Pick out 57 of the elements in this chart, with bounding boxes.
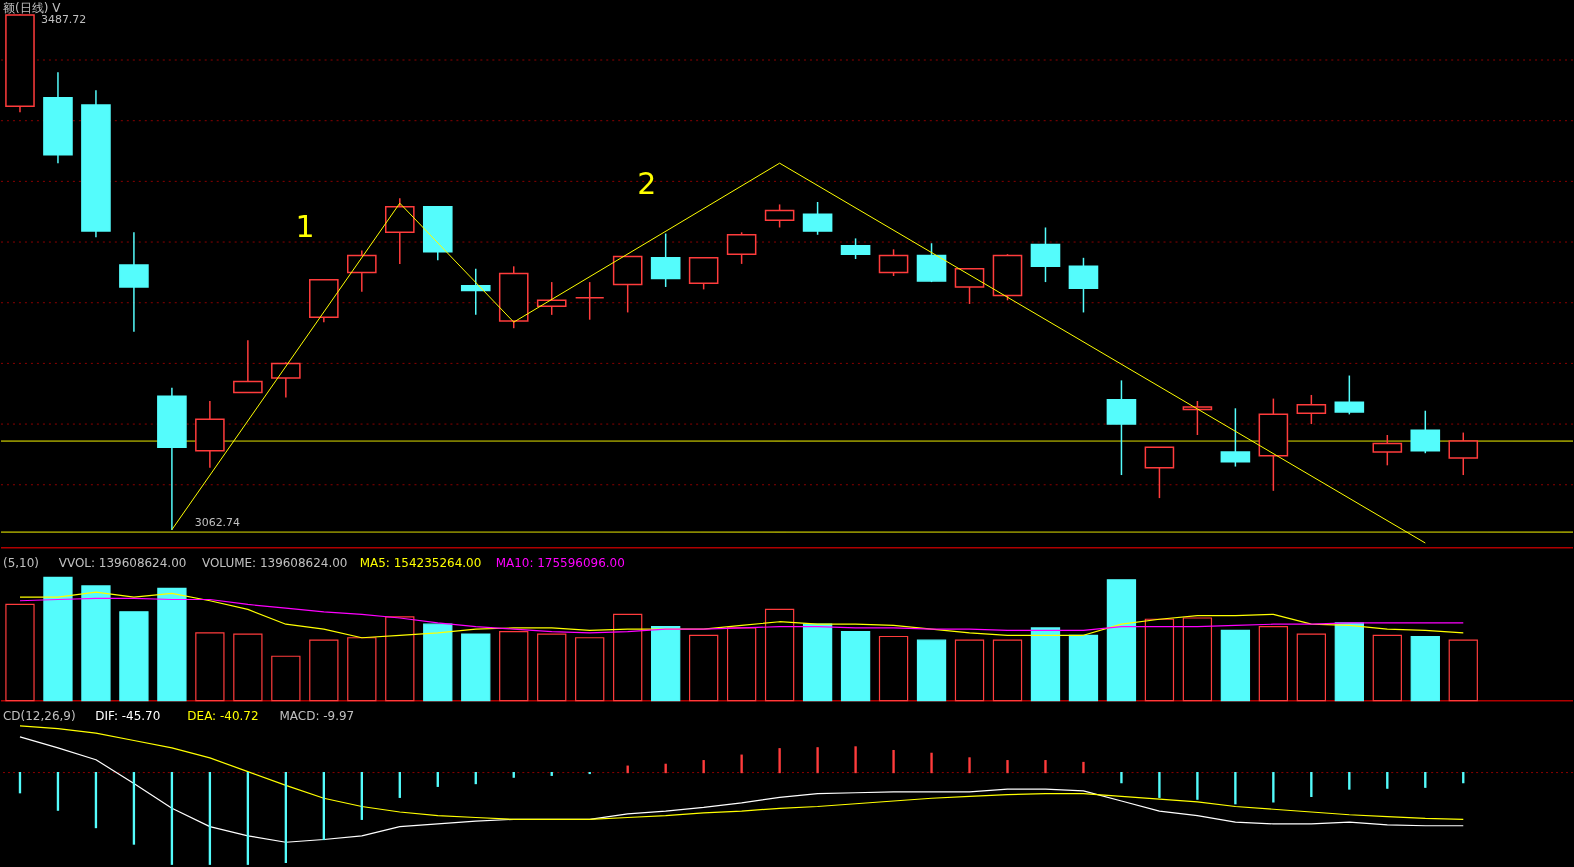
- bar: [385, 616, 415, 702]
- candlestick: [1220, 407, 1251, 468]
- bar: [81, 585, 111, 702]
- bar: [1258, 626, 1289, 702]
- bar: [840, 630, 871, 702]
- bar: [992, 639, 1023, 702]
- bar: [1372, 634, 1402, 702]
- bar: [651, 626, 681, 702]
- chart-title: CD(12,26,9): [3, 708, 76, 723]
- bar: [233, 633, 263, 702]
- bar: [878, 635, 909, 702]
- candlestick: [574, 281, 605, 321]
- bar: [119, 611, 149, 702]
- bar: [423, 623, 453, 702]
- bar: [1220, 629, 1251, 702]
- bar: [954, 639, 985, 702]
- candlestick: [460, 267, 491, 316]
- bar: [5, 603, 35, 702]
- chart-title: (5,10): [3, 555, 39, 570]
- text: MACD: -9.97: [279, 708, 355, 723]
- bar: [309, 639, 339, 702]
- bar: [1106, 579, 1137, 702]
- annotation: 3487.72: [40, 12, 87, 26]
- text: MA10: 175596096.00: [495, 555, 625, 570]
- bar: [1068, 634, 1099, 702]
- bar: [537, 633, 567, 702]
- bar: [1182, 617, 1213, 702]
- bar: [1030, 627, 1061, 702]
- text: DIF: -45.70: [95, 708, 161, 723]
- bar: [1334, 622, 1364, 702]
- chart-title: 额(日线) V: [3, 0, 62, 15]
- bar: [157, 587, 187, 702]
- text: VVOL: 139608624.00: [58, 555, 187, 570]
- bar: [195, 632, 225, 702]
- candlestick: [1182, 400, 1213, 436]
- bar: [726, 627, 757, 702]
- bar: [347, 637, 377, 702]
- bar: [688, 634, 719, 702]
- text: MA5: 154235264.00: [359, 555, 482, 570]
- annotation: 3062.74: [194, 515, 241, 529]
- text: VOLUME: 139608624.00: [201, 555, 348, 570]
- bar: [43, 576, 73, 702]
- bar: [916, 639, 947, 702]
- bar: [271, 655, 301, 702]
- bar: [461, 633, 491, 702]
- bar: [764, 608, 795, 702]
- bar: [1448, 639, 1478, 702]
- bar: [1296, 633, 1327, 702]
- bar: [1144, 618, 1175, 702]
- bar: [802, 623, 833, 702]
- bar: [1410, 635, 1440, 702]
- bar: [613, 613, 643, 702]
- bar: [499, 630, 529, 702]
- bar: [575, 637, 605, 702]
- annotation: 1: [295, 209, 315, 245]
- text: DEA: -40.72: [187, 708, 259, 723]
- annotation: 2: [637, 166, 657, 202]
